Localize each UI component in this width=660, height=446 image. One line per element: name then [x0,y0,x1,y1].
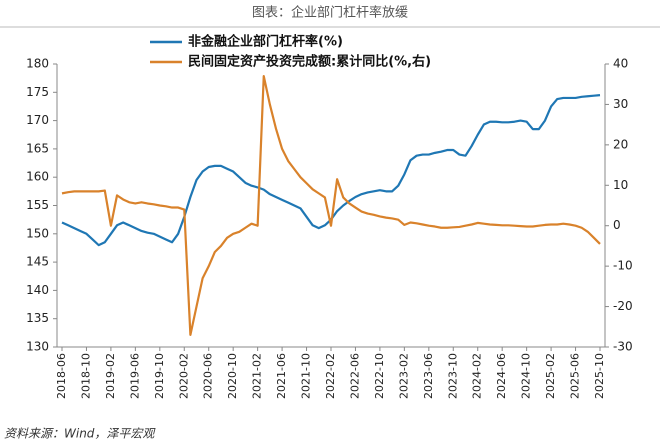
x-tick-label: 2021-10 [300,353,313,399]
x-tick-label: 2020-02 [177,353,190,399]
y2-tick-label: -20 [613,299,633,313]
y2-tick-label: 30 [613,97,628,111]
y2-tick-label: 20 [613,137,628,151]
x-tick-label: 2022-06 [348,353,361,399]
x-tick-label: 2019-06 [128,353,141,399]
y2-tick-label: 10 [613,178,628,192]
y-tick-label: 155 [26,198,49,212]
series-line [61,75,601,336]
y-tick-label: 160 [26,170,49,184]
x-tick-label: 2023-06 [422,353,435,399]
x-tick-label: 2024-02 [471,353,484,399]
y2-tick-label: -30 [613,340,633,354]
x-tick-label: 2024-10 [520,353,533,399]
y-tick-label: 145 [26,255,49,269]
x-tick-label: 2020-06 [202,353,215,399]
y-tick-label: 135 [26,311,49,325]
x-tick-label: 2023-02 [397,353,410,399]
x-tick-label: 2019-10 [153,353,166,399]
x-tick-label: 2023-10 [446,353,459,399]
y-tick-label: 180 [26,57,49,71]
x-tick-label: 2019-02 [104,353,117,399]
legend-label: 非金融企业部门杠杆率(%) [188,34,343,50]
chart-title: 图表：企业部门杠杆率放缓 [252,5,408,21]
x-tick-label: 2022-02 [324,353,337,399]
y2-tick-label: 40 [613,57,628,71]
x-tick-label: 2018-10 [79,353,92,399]
y-tick-label: 170 [26,113,49,127]
y-tick-label: 130 [26,340,49,354]
y2-tick-label: 0 [613,218,621,232]
source-note: 资料来源：Wind，泽平宏观 [4,427,156,441]
x-tick-label: 2022-10 [373,353,386,399]
y2-tick-label: -10 [613,259,633,273]
y-tick-label: 140 [26,283,49,297]
y-tick-label: 175 [26,85,49,99]
legend-label: 民间固定资产投资完成额:累计同比(%,右) [188,54,431,70]
x-tick-label: 2025-06 [569,353,582,399]
x-tick-label: 2018-06 [55,353,68,399]
x-tick-label: 2021-02 [251,353,264,399]
x-tick-label: 2024-06 [495,353,508,399]
x-tick-label: 2025-02 [544,353,557,399]
x-tick-label: 2020-10 [226,353,239,399]
x-tick-label: 2021-06 [275,353,288,399]
y-tick-label: 150 [26,226,49,240]
x-tick-label: 2025-10 [593,353,606,399]
y-tick-label: 165 [26,141,49,155]
